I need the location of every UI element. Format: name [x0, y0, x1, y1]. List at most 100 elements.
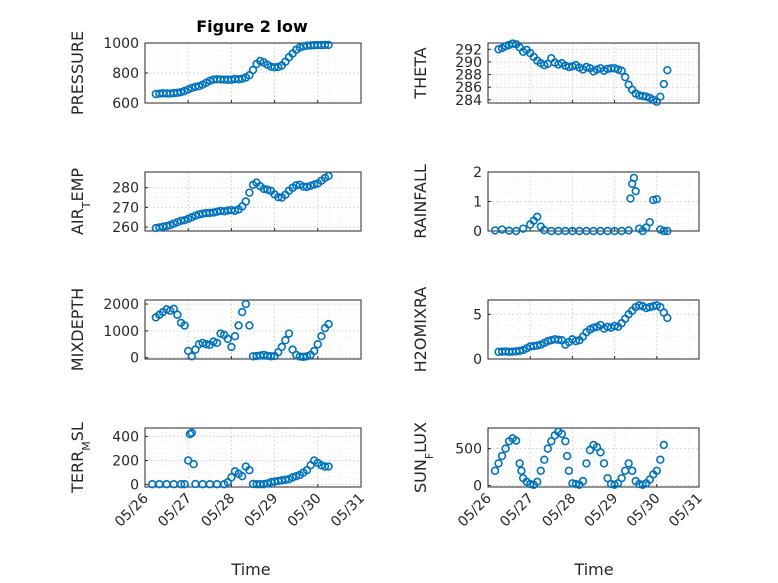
y-tick-label: 5	[473, 307, 482, 323]
data-point	[187, 428, 197, 438]
data-point	[191, 211, 200, 220]
axes-background	[144, 299, 362, 360]
subplot-rainfall: 0 1 2 RAINFALL	[411, 164, 700, 240]
data-point	[515, 459, 524, 468]
data-point	[245, 188, 254, 197]
data-point	[533, 212, 542, 222]
y-tick-label: 0	[473, 224, 482, 240]
data-point	[564, 466, 574, 475]
y-tick-label: 2	[473, 165, 482, 181]
y-tick-label: 292	[455, 42, 482, 58]
data-point	[620, 72, 630, 82]
data-point	[245, 321, 254, 330]
data-point	[635, 301, 644, 310]
subplot-sun-flux: 0 500 SUNFLUX 05/26 05/27 05/28 05/29 05/30 05/3…	[411, 422, 706, 530]
data-point	[663, 65, 672, 75]
y-tick-label: 270	[112, 200, 139, 216]
subplot-air-temp: 260 270 280 AIRTEMP	[68, 168, 362, 236]
data-point	[189, 459, 198, 469]
data-point	[324, 319, 333, 329]
data-point	[248, 65, 258, 75]
data-point	[324, 462, 333, 471]
y-tick-label: 280	[112, 181, 139, 197]
y-tick-label: 400	[112, 429, 139, 445]
data-point	[176, 87, 186, 97]
data-point	[652, 194, 661, 204]
data-point	[238, 471, 247, 481]
y-tick-label: 0	[130, 351, 139, 367]
x-tick-label: 05/26	[112, 490, 152, 530]
y-axis-label: PRESSURE	[68, 31, 87, 115]
y-tick-label: 288	[455, 68, 482, 84]
data-point	[288, 473, 297, 482]
data-point	[540, 455, 549, 464]
data-point	[187, 352, 197, 361]
data-point	[511, 226, 521, 236]
data-point	[202, 340, 211, 349]
data-point	[191, 82, 200, 92]
data-point	[176, 480, 186, 489]
y-tick-label: 284	[455, 93, 482, 109]
data-point	[277, 342, 286, 352]
data-point	[317, 332, 326, 341]
data-point	[490, 466, 500, 475]
data-point	[227, 342, 236, 352]
data-point	[263, 479, 272, 488]
data-point	[599, 459, 609, 468]
data-point	[281, 336, 290, 345]
data-point	[508, 39, 517, 48]
data-point	[617, 66, 626, 75]
data-point	[270, 63, 279, 72]
data-point	[533, 341, 542, 350]
data-point	[320, 40, 330, 50]
data-point	[187, 83, 197, 93]
y-tick-label: 260	[112, 220, 139, 236]
data-point	[324, 171, 333, 181]
data-point	[536, 466, 545, 475]
data-point	[663, 226, 672, 236]
data-point	[603, 473, 612, 483]
data-point	[180, 321, 189, 330]
data-point	[547, 437, 556, 446]
data-point	[561, 437, 570, 446]
data-point	[306, 181, 315, 190]
data-point	[525, 479, 535, 489]
y-tick-label: 290	[455, 55, 482, 71]
x-tick-label: 05/29	[242, 491, 282, 531]
y-tick-label: 500	[455, 442, 482, 458]
data-point	[238, 307, 247, 317]
data-point	[234, 321, 243, 330]
data-point	[571, 479, 581, 489]
data-point	[571, 336, 581, 346]
data-point	[631, 186, 640, 196]
data-point	[652, 466, 661, 475]
data-point	[176, 216, 186, 225]
data-point	[626, 194, 635, 203]
figure-title: Figure 2 low	[196, 17, 308, 36]
y-tick-label: 0	[130, 478, 139, 494]
data-point	[245, 465, 254, 475]
x-tick-label: 05/27	[155, 491, 195, 531]
data-point	[656, 92, 665, 101]
subplot-h2omixra: 0 5 H2OMIXRA	[411, 287, 700, 372]
data-point	[578, 476, 588, 486]
x-axis-label-right: Time	[573, 560, 613, 579]
data-point	[259, 184, 268, 194]
data-point	[180, 480, 189, 489]
y-tick-label: 200	[112, 454, 139, 470]
data-point	[582, 459, 591, 468]
data-point	[617, 473, 626, 483]
data-point	[162, 221, 171, 231]
data-point	[274, 192, 283, 202]
axes-frame	[487, 299, 700, 360]
y-tick-label: 2000	[103, 297, 139, 313]
data-point	[259, 480, 268, 489]
data-point	[234, 75, 243, 84]
data-point	[649, 195, 658, 205]
data-point	[554, 335, 563, 344]
axes-background	[144, 427, 362, 488]
x-tick-label: 05/31	[328, 491, 368, 531]
data-point	[241, 197, 251, 206]
data-point	[299, 352, 308, 362]
